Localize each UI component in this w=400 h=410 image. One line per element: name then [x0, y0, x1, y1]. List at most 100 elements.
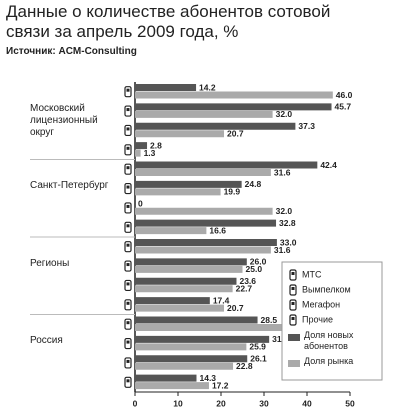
bar [135, 169, 271, 176]
bar [135, 277, 237, 285]
value-label: 37.3 [298, 121, 315, 131]
legend-icon-screen [291, 302, 295, 305]
value-label: 20.7 [227, 303, 244, 313]
bar [135, 207, 273, 215]
operator-icon-screen [126, 321, 130, 325]
bar [135, 324, 282, 331]
value-label: 14.3 [199, 373, 216, 383]
value-label: 42.4 [320, 160, 337, 170]
group-label: Регионы [30, 257, 70, 269]
bar [135, 239, 277, 246]
legend-swatch [288, 334, 300, 341]
bar [135, 285, 233, 293]
operator-icon-screen [126, 204, 130, 208]
bar [135, 374, 197, 382]
value-label: 46.0 [336, 90, 353, 100]
legend-entry: Доля рынка [304, 356, 354, 366]
legend-icon-screen [291, 317, 295, 320]
operator-icon-screen [126, 340, 130, 344]
bar [135, 122, 296, 130]
value-label: 19.9 [224, 187, 241, 197]
bar [135, 297, 210, 305]
bar [135, 227, 207, 235]
x-tick-label: 10 [173, 398, 183, 408]
source: Источник: ACM-Consulting [6, 46, 137, 57]
bar [135, 110, 273, 118]
operator-icon-screen [126, 379, 130, 383]
bar [135, 91, 333, 99]
group-label: Санкт-Петербург [30, 180, 109, 192]
bar [135, 219, 277, 227]
bar [135, 149, 141, 157]
value-label: 32.0 [276, 206, 293, 216]
legend-icon-screen [291, 287, 295, 290]
value-label: 20.7 [227, 129, 244, 139]
operator-icon-screen [126, 243, 130, 247]
legend-label: Прочие [302, 314, 333, 324]
bar [135, 180, 242, 188]
value-label: 32.8 [279, 218, 296, 228]
value-label: 32.0 [276, 109, 293, 119]
value-label: 25.0 [246, 264, 263, 274]
value-label: 33.0 [280, 237, 297, 247]
legend-swatch [288, 360, 300, 367]
bar [135, 258, 247, 266]
operator-icon-screen [126, 282, 130, 286]
operator-icon-screen [126, 263, 130, 267]
operator-icon-screen [126, 359, 130, 363]
value-label: 45.7 [335, 102, 352, 112]
bar [135, 265, 243, 273]
legend-label: МТС [302, 269, 322, 279]
value-label: 31.6 [274, 167, 291, 177]
operator-icon-screen [126, 185, 130, 189]
group-label: Россия [30, 335, 63, 347]
value-label: 25.9 [249, 342, 266, 352]
chart-title: Данные о количестве абонентов сотовой св… [6, 2, 331, 41]
value-label: 2.8 [150, 140, 162, 150]
bar [135, 103, 332, 111]
legend-entry: Доля новых абонентов [304, 330, 354, 351]
bar [135, 188, 221, 196]
operator-icon-screen [126, 166, 130, 170]
legend-label: Доля новых абонентов [304, 330, 354, 351]
value-label: 22.8 [236, 361, 253, 371]
value-label: 0 [138, 199, 143, 209]
value-label: 24.8 [245, 179, 262, 189]
bar [135, 142, 148, 150]
value-label: 31.2 [272, 334, 289, 344]
value-label: 22.7 [236, 284, 253, 294]
x-tick-label: 30 [259, 398, 269, 408]
value-label: 26.0 [250, 257, 267, 267]
value-label: 17.2 [212, 380, 229, 390]
operator-icon-screen [126, 127, 130, 131]
bar [135, 343, 247, 351]
value-label: 26.1 [250, 354, 267, 364]
bar [135, 362, 234, 370]
legend-icon-screen [291, 272, 295, 275]
x-tick-label: 40 [302, 398, 312, 408]
value-label: 31.6 [274, 245, 291, 255]
value-label: 17.4 [213, 295, 230, 305]
legend-label: Доля рынка [304, 356, 354, 366]
x-tick-label: 20 [216, 398, 226, 408]
value-label: 28.5 [261, 315, 278, 325]
x-tick-label: 50 [345, 398, 355, 408]
value-label: 14.2 [199, 82, 216, 92]
bar [135, 84, 197, 91]
bar [135, 304, 225, 312]
bar [135, 355, 248, 363]
operator-icon-screen [126, 108, 130, 112]
operator-icon-screen [126, 224, 130, 228]
bar [135, 246, 271, 254]
group-label: Московский лицензионный округ [30, 102, 98, 138]
legend-label: Вымпелком [302, 284, 351, 294]
bar [135, 161, 318, 169]
value-label: 1.3 [144, 148, 156, 158]
legend-label: Мегафон [302, 299, 340, 309]
bar [135, 382, 209, 390]
operator-icon-screen [126, 146, 130, 150]
operator-icon-screen [126, 301, 130, 305]
bar [135, 130, 225, 138]
